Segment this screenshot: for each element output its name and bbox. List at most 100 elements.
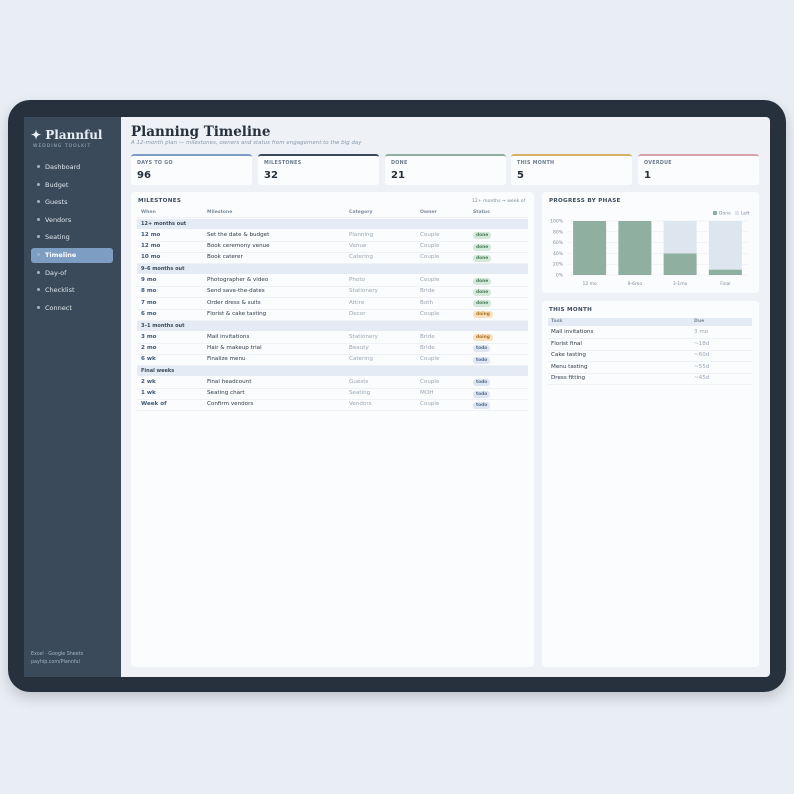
row-rule bbox=[548, 338, 752, 339]
status-badge: done bbox=[473, 243, 492, 251]
kpi-label: DONE bbox=[391, 161, 408, 166]
when: 7 mo bbox=[141, 299, 157, 306]
row-rule bbox=[548, 361, 752, 363]
nav-label[interactable]: Day-of bbox=[45, 268, 67, 277]
bar-segment bbox=[573, 221, 607, 275]
legend-label: Done bbox=[719, 211, 731, 217]
status-badge: todo bbox=[473, 390, 491, 398]
y-tick-label: 20% bbox=[553, 262, 564, 268]
when: 12 mo bbox=[141, 243, 161, 250]
status-badge: todo bbox=[473, 379, 491, 387]
when: 2 mo bbox=[141, 344, 157, 351]
nav-item[interactable]: Budget bbox=[31, 178, 113, 193]
kpi-label: DAYS TO GO bbox=[137, 161, 173, 166]
nav-item[interactable]: Dashboard bbox=[31, 160, 113, 175]
y-tick-label: 40% bbox=[553, 251, 564, 257]
header-rule bbox=[137, 217, 528, 218]
row-rule bbox=[137, 342, 528, 344]
column-header: Owner bbox=[420, 210, 437, 215]
nav-label[interactable]: Checklist bbox=[45, 286, 75, 295]
kpi-card: THIS MONTH 5 bbox=[511, 154, 632, 185]
kpi-value: 1 bbox=[644, 170, 651, 181]
category: Photo bbox=[349, 277, 365, 283]
nav-item[interactable]: Seating bbox=[31, 230, 113, 245]
owner: Bride bbox=[420, 333, 435, 340]
sidebar bbox=[24, 117, 121, 677]
when: Week of bbox=[141, 401, 167, 408]
milestone: Set the date & budget bbox=[207, 231, 270, 238]
owner: Couple bbox=[420, 254, 440, 261]
milestone: Hair & makeup trial bbox=[207, 344, 262, 351]
category: Venue bbox=[349, 243, 367, 250]
column-header: When bbox=[141, 210, 156, 215]
group-label: Final weeks bbox=[141, 367, 175, 374]
group-label: 12+ months out bbox=[141, 221, 187, 227]
kpi-value: 32 bbox=[264, 170, 278, 181]
nav-label[interactable]: Dashboard bbox=[45, 163, 81, 171]
milestone: Confirm vendors bbox=[207, 401, 254, 408]
column-header: Category bbox=[349, 210, 373, 215]
x-tick-label: Final bbox=[720, 281, 730, 287]
milestone: Send save-the-dates bbox=[207, 288, 265, 295]
group-label: 3–1 months out bbox=[141, 322, 185, 329]
nav-item[interactable]: Checklist bbox=[31, 283, 113, 298]
nav-item[interactable]: Vendors bbox=[31, 213, 113, 228]
row-rule bbox=[548, 384, 752, 386]
nav-label[interactable]: Timeline bbox=[45, 251, 77, 259]
owner: Couple bbox=[420, 277, 440, 283]
due: 3 mo bbox=[694, 329, 709, 335]
y-tick-label: 0% bbox=[556, 273, 564, 279]
nav-item[interactable]: Guests bbox=[31, 195, 113, 210]
nav-label[interactable]: Connect bbox=[45, 303, 72, 312]
nav-label[interactable]: Budget bbox=[45, 180, 69, 189]
range-label: 12+ months → week of bbox=[472, 199, 526, 204]
status-badge: doing bbox=[473, 311, 493, 319]
owner: Couple bbox=[420, 356, 440, 363]
nav-label[interactable]: Seating bbox=[45, 233, 70, 242]
owner: Couple bbox=[420, 231, 440, 238]
legend-swatch bbox=[713, 211, 717, 215]
row-rule bbox=[137, 297, 528, 299]
kpi-value: 21 bbox=[391, 170, 405, 181]
kpi-label: OVERDUE bbox=[644, 161, 672, 166]
nav-label[interactable]: Vendors bbox=[45, 215, 72, 224]
milestone: Florist & cake tasting bbox=[207, 310, 267, 317]
milestone: Photographer & video bbox=[207, 277, 269, 283]
milestone: Book ceremony venue bbox=[207, 243, 270, 250]
kpi-label: THIS MONTH bbox=[517, 161, 555, 166]
row-rule bbox=[137, 252, 528, 254]
row-rule bbox=[137, 240, 528, 242]
task: Cake tasting bbox=[551, 352, 586, 359]
bar-segment bbox=[708, 269, 742, 275]
status-badge: done bbox=[473, 232, 492, 240]
status-badge: done bbox=[473, 277, 492, 285]
when: 10 mo bbox=[141, 254, 161, 261]
x-tick-label: 9-6mo bbox=[628, 281, 643, 287]
row-rule bbox=[137, 410, 528, 412]
when: 8 mo bbox=[141, 288, 157, 295]
category: Beauty bbox=[349, 344, 369, 351]
when: 6 wk bbox=[141, 356, 156, 363]
status-badge: done bbox=[473, 254, 492, 262]
owner: Couple bbox=[420, 243, 440, 250]
due: ~45d bbox=[694, 375, 710, 382]
when: 1 wk bbox=[141, 390, 156, 396]
nav-item[interactable]: Timeline bbox=[31, 248, 113, 263]
due: ~18d bbox=[694, 340, 710, 347]
logo: ✦ Plannful bbox=[31, 128, 103, 142]
kpi-card: DONE 21 bbox=[385, 154, 506, 185]
nav-item[interactable]: Connect bbox=[31, 301, 113, 316]
kpi-card: OVERDUE 1 bbox=[638, 154, 759, 185]
column-header: Due bbox=[694, 319, 705, 324]
row-rule bbox=[137, 399, 528, 400]
owner: MOH bbox=[420, 390, 434, 396]
category: Stationery bbox=[349, 333, 378, 340]
milestone: Seating chart bbox=[207, 390, 245, 396]
owner: Both bbox=[420, 299, 433, 306]
column-header: Milestone bbox=[207, 210, 233, 215]
nav-label[interactable]: Guests bbox=[45, 198, 68, 207]
milestone: Order dress & suits bbox=[207, 299, 261, 306]
nav-item[interactable]: Day-of bbox=[31, 266, 113, 281]
category: Guests bbox=[349, 378, 369, 385]
